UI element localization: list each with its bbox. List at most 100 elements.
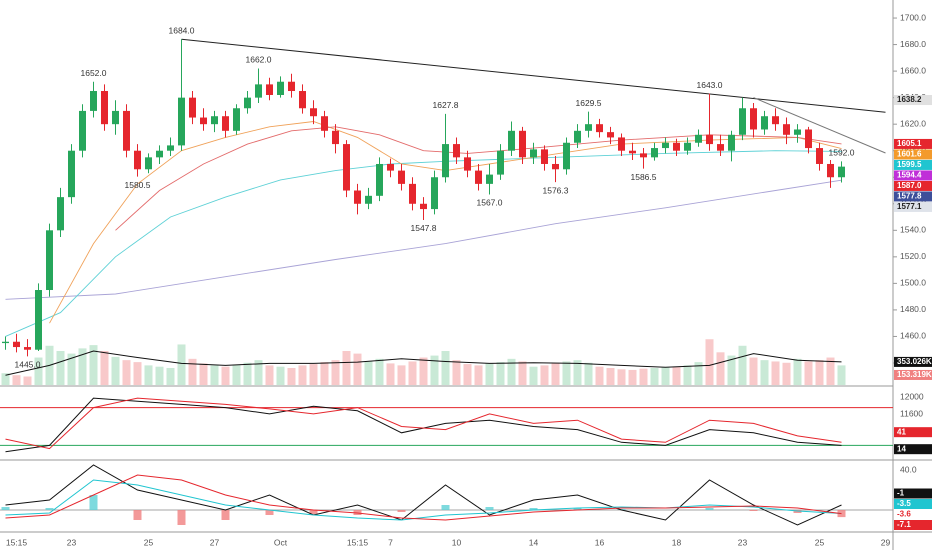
price-badge (894, 95, 932, 106)
x-tick-label: 7 (388, 537, 393, 547)
histogram-bar (221, 510, 230, 520)
histogram-bar (441, 505, 450, 510)
volume-bar (12, 375, 21, 385)
candle-body (266, 84, 273, 95)
annotation: 1567.0 (477, 198, 503, 208)
volume-bar (210, 365, 219, 385)
candle-body (651, 148, 658, 158)
candle-body (607, 132, 614, 138)
price-badge-label: 1605.1 (897, 139, 922, 148)
candle-body (783, 124, 790, 135)
x-tick-label: 23 (67, 537, 77, 547)
candle-body (13, 341, 20, 348)
candle-body (409, 183, 416, 204)
volume-bar (771, 361, 780, 385)
volume-bar (34, 357, 43, 385)
volume-bar (56, 351, 65, 385)
overlay-line (49, 121, 842, 324)
volume-bar (155, 366, 164, 385)
annotation: 1592.0 (829, 148, 855, 158)
axis-label: 40.0 (900, 464, 917, 474)
macd-line (5, 464, 842, 526)
candle-body (453, 144, 460, 158)
price-badge-label: 1638.2 (897, 95, 922, 104)
histogram-bar (45, 508, 54, 510)
price-badge-label: 1594.4 (897, 171, 922, 180)
axis-label: 12000 (900, 391, 924, 401)
volume-bar (221, 366, 230, 385)
volume-bar (485, 363, 494, 385)
candle-body (442, 144, 449, 178)
candle-body (475, 170, 482, 184)
candle-body (552, 163, 559, 170)
candle-body (585, 124, 592, 131)
volume-bar (463, 364, 472, 385)
candle-body (508, 130, 515, 151)
price-badge-label: 1577.1 (897, 202, 922, 211)
candle-body (222, 116, 229, 131)
price-badge (894, 191, 932, 202)
y-tick-label: 1500.0 (900, 278, 926, 288)
volume-bar (23, 376, 32, 385)
candle-body (640, 153, 647, 158)
annotation: 1684.0 (169, 26, 195, 36)
volume-bar (782, 362, 791, 385)
volume-bar (188, 358, 197, 385)
volume-bar (749, 357, 758, 385)
candle-body (299, 91, 306, 109)
volume-bar (232, 364, 241, 385)
volume-bar (452, 360, 461, 385)
volume-bar (364, 361, 373, 385)
candle-body (376, 163, 383, 196)
candle-body (46, 230, 53, 291)
annotation: 1629.5 (576, 98, 602, 108)
x-tick-label: 23 (738, 537, 748, 547)
volume-bar (100, 351, 109, 385)
volume-bar (177, 344, 186, 385)
volume-bar (650, 368, 659, 385)
x-tick-label: 25 (144, 537, 154, 547)
candle-body (244, 97, 251, 109)
volume-bar (496, 362, 505, 385)
overlay-line (753, 97, 886, 154)
candle-body (541, 149, 548, 164)
candle-body (57, 197, 64, 231)
price-badge (894, 509, 932, 520)
volume-bar (595, 366, 604, 385)
annotation: 1627.8 (433, 100, 459, 110)
price-badge (894, 499, 932, 509)
candle-body (574, 130, 581, 143)
histogram-bar (177, 510, 186, 525)
price-badge-label: -1 (897, 489, 905, 498)
y-tick-label: 1480.0 (900, 304, 926, 314)
volume-bar (606, 368, 615, 385)
candle-body (431, 177, 438, 210)
y-tick-label: 1620.0 (900, 118, 926, 128)
candle-body (772, 116, 779, 125)
volume-bar (144, 365, 153, 385)
volume-bar (89, 345, 98, 385)
volume-bar (276, 366, 285, 385)
volume-bar (353, 353, 362, 385)
candle-body (321, 116, 328, 131)
overlay-line (5, 150, 842, 337)
volume-bar (408, 361, 417, 385)
price-badge (894, 356, 932, 367)
volume-bar (166, 368, 175, 385)
candle-body (255, 84, 262, 98)
volume-bar (254, 360, 263, 385)
candle-body (596, 124, 603, 133)
volume-bar (67, 353, 76, 385)
volume-bar (694, 362, 703, 385)
price-badge-label: -7.1 (897, 520, 911, 529)
volume-bar (320, 362, 329, 385)
price-badge-label: 153.319K (897, 370, 932, 379)
annotation: 1586.5 (631, 172, 657, 182)
candle-body (728, 134, 735, 151)
volume-bar (793, 358, 802, 385)
candle-body (145, 157, 152, 170)
candle-body (761, 116, 768, 130)
volume-bar (199, 363, 208, 385)
histogram-bar (397, 510, 406, 512)
x-tick-label: 15:15 (347, 537, 369, 547)
